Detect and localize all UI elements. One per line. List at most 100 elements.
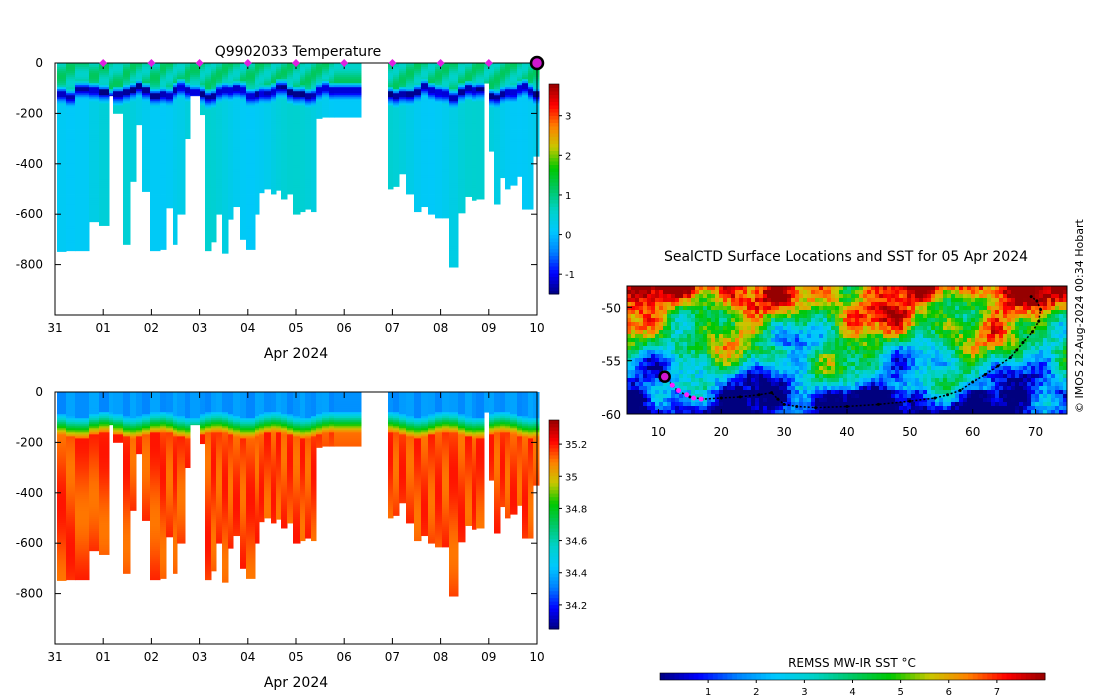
profile-cell xyxy=(89,127,100,130)
profile-cell xyxy=(130,125,137,128)
profile-cell xyxy=(166,179,174,183)
profile-cell xyxy=(222,202,229,205)
profile-cell xyxy=(246,161,256,165)
colorbar-cell xyxy=(549,248,559,253)
profile-cell xyxy=(246,101,256,104)
profile-cell xyxy=(228,214,234,217)
profile-cell xyxy=(472,95,477,98)
profile-cell xyxy=(166,103,174,106)
profile-cell xyxy=(160,121,167,124)
profile-cell xyxy=(99,85,110,88)
profile-cell xyxy=(465,177,473,181)
profile-cell xyxy=(240,165,247,169)
profile-cell xyxy=(421,115,429,118)
profile-cell xyxy=(240,179,247,183)
profile-cell xyxy=(177,187,186,191)
profile-cell xyxy=(216,145,223,149)
profile-cell xyxy=(66,123,76,126)
profile-cell xyxy=(177,69,186,72)
profile-cell xyxy=(246,183,256,187)
profile-cell xyxy=(316,109,323,112)
profile-cell xyxy=(166,81,174,84)
profile-cell xyxy=(465,113,473,116)
profile-cell xyxy=(316,115,323,118)
profile-cell xyxy=(489,65,495,68)
profile-cell xyxy=(465,147,473,151)
profile-cell xyxy=(66,63,76,66)
profile-cell xyxy=(216,93,223,96)
profile-cell xyxy=(142,89,151,92)
profile-cell xyxy=(150,153,161,157)
profile-cell xyxy=(228,208,234,211)
profile-cell xyxy=(414,137,422,141)
profile-cell xyxy=(406,95,415,98)
profile-cell xyxy=(329,71,335,74)
profile-cell xyxy=(388,113,394,116)
profile-cell xyxy=(240,103,247,106)
profile-cell xyxy=(205,147,212,151)
profile-cell xyxy=(173,79,178,82)
profile-cell xyxy=(316,95,323,98)
profile-cell xyxy=(271,117,277,120)
profile-cell xyxy=(200,85,206,88)
profile-cell xyxy=(185,81,191,84)
profile-cell xyxy=(476,133,485,136)
profile-cell xyxy=(177,111,186,114)
profile-cell xyxy=(89,157,100,161)
profile-cell xyxy=(388,69,394,72)
profile-cell xyxy=(393,93,400,96)
profile-cell xyxy=(246,83,256,86)
profile-cell xyxy=(472,87,477,90)
profile-cell xyxy=(311,145,317,149)
profile-cell xyxy=(205,250,212,252)
profile-cell xyxy=(259,175,265,179)
profile-cell xyxy=(228,121,234,124)
profile-cell xyxy=(160,175,167,179)
profile-cell xyxy=(228,204,234,207)
profile-cell xyxy=(160,131,167,134)
profile-cell xyxy=(259,173,265,177)
profile-cell xyxy=(458,81,466,84)
profile-cell xyxy=(476,77,485,80)
profile-cell xyxy=(233,83,241,86)
profile-cell xyxy=(271,119,277,122)
profile-cell xyxy=(399,121,407,124)
profile-cell xyxy=(476,139,485,143)
profile-cell xyxy=(166,109,174,112)
profile-cell xyxy=(216,105,223,108)
profile-cell xyxy=(489,95,495,98)
profile-cell xyxy=(449,75,459,78)
profile-cell xyxy=(334,71,362,74)
profile-cell xyxy=(166,167,174,171)
profile-cell xyxy=(311,107,317,110)
profile-cell xyxy=(329,67,335,70)
profile-cell xyxy=(75,238,90,241)
profile-cell xyxy=(142,185,151,189)
profile-cell xyxy=(476,97,485,100)
profile-cell xyxy=(435,127,443,130)
profile-cell xyxy=(255,71,260,74)
profile-cell xyxy=(442,87,450,90)
profile-cell xyxy=(205,101,212,104)
profile-cell xyxy=(211,185,217,189)
profile-cell xyxy=(75,135,90,138)
profile-cell xyxy=(271,177,277,181)
profile-cell xyxy=(222,181,229,185)
profile-cell xyxy=(393,161,400,165)
profile-cell xyxy=(57,105,67,108)
profile-cell xyxy=(449,89,459,92)
profile-cell xyxy=(216,83,223,86)
profile-cell xyxy=(476,167,485,171)
colorbar-cell xyxy=(549,192,559,197)
profile-cell xyxy=(66,163,76,167)
profile-cell xyxy=(393,151,400,155)
profile-cell xyxy=(300,115,306,118)
profile-cell xyxy=(476,99,485,102)
profile-cell xyxy=(142,139,151,143)
profile-cell xyxy=(255,149,260,153)
profile-cell xyxy=(406,69,415,72)
profile-cell xyxy=(211,73,217,76)
profile-cell xyxy=(449,230,459,233)
colorbar-cell xyxy=(549,283,559,288)
profile-cell xyxy=(255,196,260,199)
